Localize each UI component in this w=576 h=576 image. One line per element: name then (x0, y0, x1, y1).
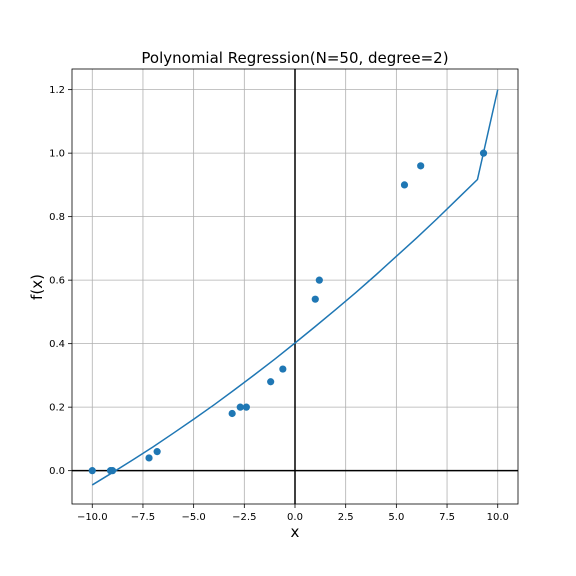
x-tick-label: −10.0 (77, 512, 108, 523)
x-tick-label: −5.0 (181, 512, 205, 523)
scatter-point (279, 365, 287, 373)
fit-line (91, 89, 499, 486)
scatter-point (153, 448, 161, 456)
y-axis-label: f(x) (28, 274, 46, 300)
scatter-point (236, 403, 244, 411)
fit-line-layer (91, 89, 499, 486)
scatter-point (108, 467, 117, 475)
x-tick-label: 7.5 (439, 512, 455, 523)
scatter-point (145, 454, 153, 462)
y-tick-label: 0.2 (49, 403, 65, 414)
scatter-point (479, 149, 488, 157)
y-tick-label: 1.2 (49, 85, 65, 96)
ticks: −10.0 −7.5 −5.0 −2.5 0.0 2.5 5.0 7.5 10.0 0.0 0.2 0… (49, 85, 509, 523)
x-tick-label: 5.0 (388, 512, 404, 523)
y-tick-label: 0.8 (49, 212, 65, 223)
zero-lines (72, 69, 518, 504)
scatter-point (315, 276, 323, 284)
y-tick-label: 0.0 (49, 466, 65, 477)
y-tick-label: 0.4 (49, 339, 65, 350)
scatter-point (228, 409, 236, 418)
scatter-points (88, 149, 488, 475)
scatter-point (267, 378, 275, 386)
x-tick-label: −2.5 (232, 512, 256, 523)
x-tick-label: 0.0 (287, 512, 303, 523)
scatter-point (417, 162, 425, 170)
x-axis-label: x (291, 523, 300, 541)
y-tick-label: 1.0 (49, 149, 65, 160)
scatter-point (242, 403, 250, 411)
scatter-point (311, 295, 319, 303)
x-tick-label: 10.0 (487, 512, 509, 523)
x-tick-label: 2.5 (338, 512, 354, 523)
y-tick-label: 0.6 (49, 276, 65, 287)
scatter-point (88, 467, 96, 475)
scatter-point (400, 181, 409, 189)
x-tick-label: −7.5 (131, 512, 155, 523)
chart-title: Polynomial Regression(N=50, degree=2) (141, 49, 448, 67)
